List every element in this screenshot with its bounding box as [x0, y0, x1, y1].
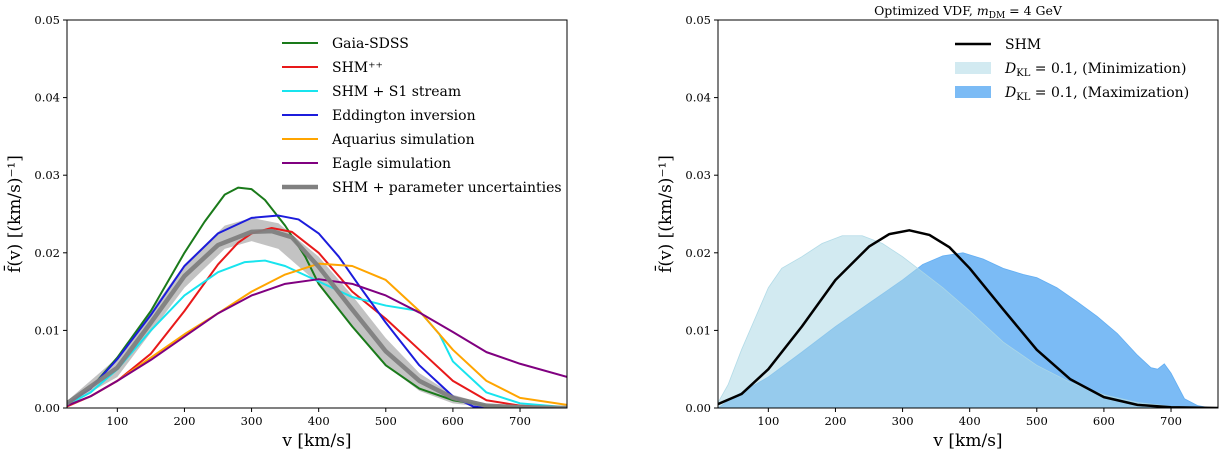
x-tick-label: 600	[1093, 414, 1115, 428]
y-tick-label: 0.02	[685, 246, 711, 260]
series-line-0	[67, 186, 567, 408]
x-axis-label: v [km/s]	[932, 431, 1002, 451]
legend-swatch	[955, 62, 991, 74]
x-tick-label: 500	[1026, 414, 1048, 428]
x-tick-label: 400	[959, 414, 981, 428]
y-tick-label: 0.05	[34, 13, 60, 27]
x-tick-label: 600	[442, 414, 464, 428]
y-tick-label: 0.04	[34, 91, 60, 105]
x-tick-label: 300	[241, 414, 263, 428]
y-tick-label: 0.02	[34, 246, 60, 260]
y-tick-label: 0.05	[685, 13, 711, 27]
series-line-5	[67, 278, 567, 407]
y-tick-label: 0.00	[34, 401, 60, 415]
legend-label: SHM + parameter uncertainties	[332, 180, 562, 196]
x-axis-label: v [km/s]	[281, 431, 351, 451]
right-chart-panel: 100 200 300 400 500 600 700 0.00 0.01 0.02 0.03 0.0…	[653, 3, 1219, 451]
y-axis-label: f̄(v) [(km/s)⁻¹]	[653, 155, 676, 273]
x-tick-label: 500	[375, 414, 397, 428]
x-tick-label: 300	[892, 414, 914, 428]
legend-label: Eddington inversion	[332, 108, 476, 124]
series-line-2	[67, 259, 567, 408]
legend: Gaia-SDSS SHM⁺⁺ SHM + S1 stream Eddington i…	[282, 36, 562, 196]
x-tick-label: 700	[1160, 414, 1182, 428]
series-line-1	[67, 226, 567, 408]
y-tick-label: 0.00	[685, 401, 711, 415]
x-tick-label: 200	[824, 414, 846, 428]
plot-frame	[66, 19, 568, 409]
left-chart-panel: 100 200 300 400 500 600 700 0.00 0.01 0.02 0.03 0.0…	[2, 13, 568, 451]
x-tick-label: 100	[757, 414, 779, 428]
plot-area	[718, 229, 1218, 408]
y-tick-label: 0.01	[685, 323, 711, 337]
legend-label: Gaia-SDSS	[332, 36, 409, 52]
legend-label: SHM	[1005, 37, 1041, 53]
y-tick-label: 0.04	[685, 91, 711, 105]
x-tick-label: 200	[173, 414, 195, 428]
chart-title: Optimized VDF, mDM = 4 GeV	[874, 3, 1063, 21]
series-line-2	[718, 229, 1218, 408]
legend-label: Eagle simulation	[332, 156, 451, 172]
y-axis-label: f̄(v) [(km/s)⁻¹]	[2, 155, 25, 273]
legend: SHM DKL = 0.1, (Minimization) DKL = 0.1, (…	[955, 37, 1189, 103]
legend-label: DKL = 0.1, (Minimization)	[1004, 61, 1186, 79]
series-area-1	[718, 235, 1218, 408]
x-tick-label: 400	[308, 414, 330, 428]
x-tick-label: 700	[509, 414, 531, 428]
legend-label: SHM⁺⁺	[332, 60, 383, 76]
plot-frame	[717, 19, 1219, 409]
series-line-6	[67, 228, 567, 408]
plot-area	[67, 186, 567, 408]
y-tick-label: 0.03	[34, 168, 60, 182]
uncertainty-band	[67, 217, 567, 408]
y-tick-label: 0.03	[685, 168, 711, 182]
x-tick-label: 100	[106, 414, 128, 428]
legend-label: DKL = 0.1, (Maximization)	[1004, 85, 1189, 103]
legend-swatch	[955, 86, 991, 98]
legend-label: SHM + S1 stream	[332, 84, 461, 100]
series-line-3	[67, 214, 488, 408]
y-tick-label: 0.01	[34, 323, 60, 337]
legend-label: Aquarius simulation	[331, 132, 475, 148]
